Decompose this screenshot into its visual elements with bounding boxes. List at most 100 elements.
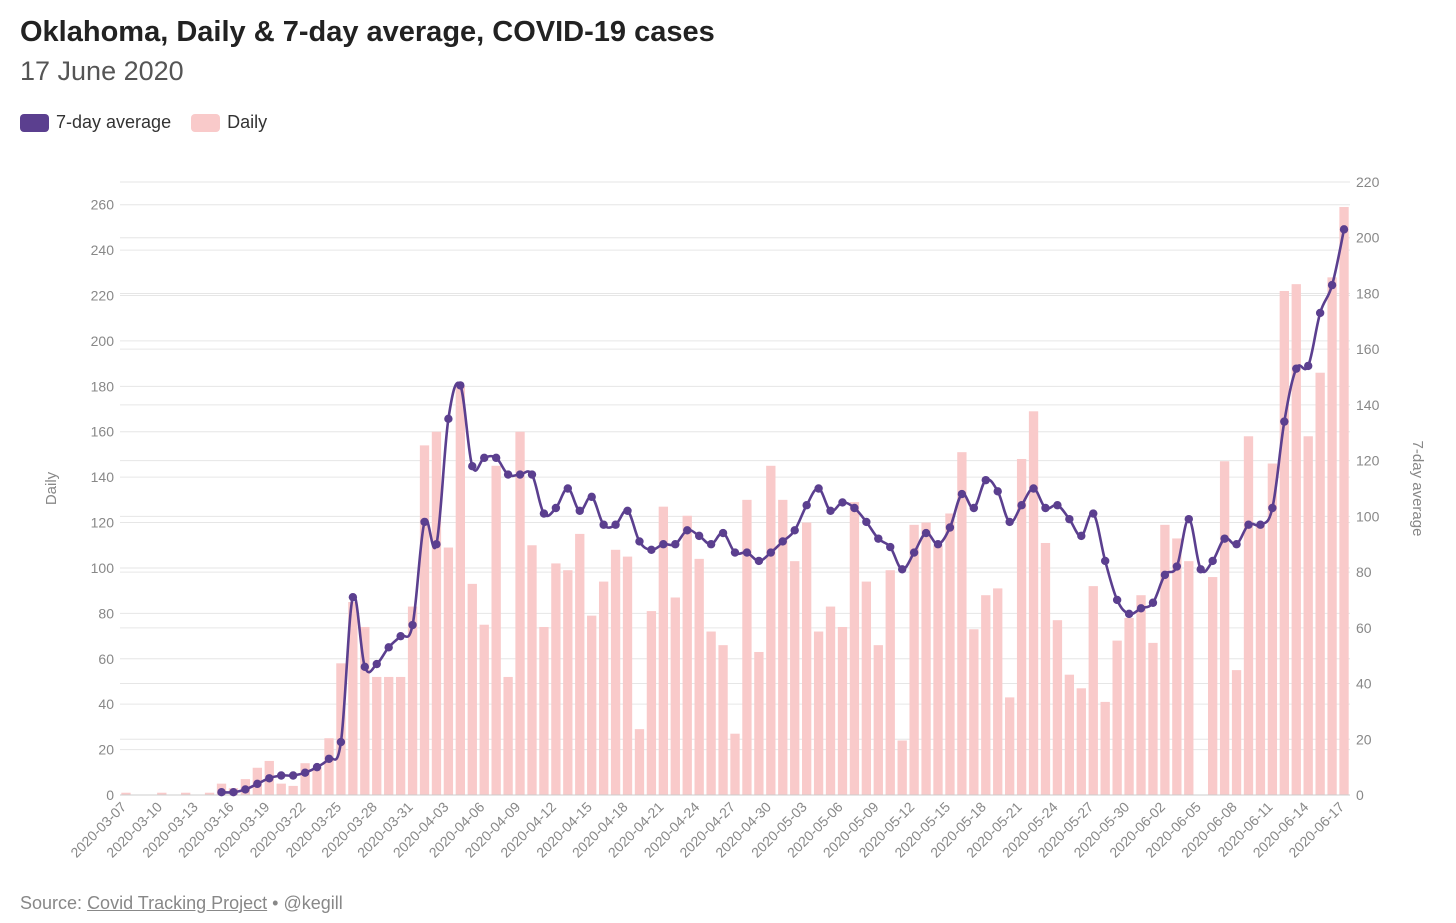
point-7day-average — [1339, 225, 1349, 234]
bar — [1124, 617, 1134, 795]
legend-item-daily[interactable]: Daily — [191, 112, 267, 133]
bar — [646, 611, 657, 795]
bar — [312, 767, 322, 795]
point-7day-average — [1029, 484, 1038, 493]
bar — [467, 583, 477, 795]
point-7day-average — [826, 506, 835, 515]
point-7day-average — [468, 462, 477, 471]
point-7day-average — [241, 785, 250, 794]
point-7day-average — [1244, 520, 1253, 529]
bar — [1028, 411, 1039, 795]
bar — [431, 431, 442, 795]
bar — [694, 558, 704, 795]
bar — [157, 792, 167, 795]
point-7day-average — [897, 565, 907, 574]
legend-item-7day[interactable]: 7-day average — [20, 112, 171, 133]
footer-credit: @kegill — [283, 893, 343, 913]
point-7day-average — [229, 788, 238, 797]
bar — [1148, 642, 1158, 795]
bar — [1136, 595, 1146, 795]
bar — [790, 561, 800, 795]
bar — [1052, 620, 1063, 795]
point-7day-average — [1148, 598, 1158, 607]
point-7day-average — [683, 526, 692, 535]
point-7day-average — [635, 537, 644, 546]
point-7day-average — [778, 537, 787, 546]
point-7day-average — [444, 414, 453, 424]
y-tick-label-right: 40 — [1356, 676, 1372, 692]
bar — [300, 763, 310, 795]
bar — [539, 626, 549, 795]
y-tick-label-right: 0 — [1356, 787, 1364, 803]
point-7day-average — [575, 506, 584, 515]
point-7day-average — [718, 528, 728, 538]
bar — [634, 729, 645, 795]
bar — [957, 452, 967, 795]
bar — [813, 631, 824, 795]
point-7day-average — [1053, 501, 1062, 510]
point-7day-average — [432, 540, 441, 549]
bar — [1291, 284, 1301, 795]
source-link[interactable]: Covid Tracking Project — [87, 893, 268, 913]
bar — [1112, 640, 1122, 795]
legend-label-7day: 7-day average — [56, 112, 172, 132]
bar — [1231, 670, 1242, 795]
bar — [121, 792, 131, 795]
y-tick-label-left: 40 — [98, 696, 114, 712]
point-7day-average — [1172, 562, 1182, 571]
bar — [407, 606, 418, 795]
bar — [1243, 436, 1254, 795]
point-7day-average — [563, 484, 573, 493]
bar — [587, 615, 597, 795]
point-7day-average — [1005, 517, 1014, 527]
point-7day-average — [312, 762, 322, 772]
y-tick-label-left: 180 — [91, 378, 115, 394]
point-7day-average — [730, 548, 740, 557]
bar — [443, 547, 454, 795]
point-7day-average — [647, 545, 656, 554]
point-7day-average — [599, 520, 608, 529]
point-7day-average — [253, 779, 262, 789]
bar — [1208, 577, 1218, 795]
bar — [981, 595, 991, 795]
chart-title: Oklahoma, Daily & 7-day average, COVID-1… — [20, 16, 715, 48]
point-7day-average — [491, 453, 501, 463]
y-tick-label-left: 260 — [91, 197, 115, 213]
point-7day-average — [515, 470, 525, 479]
bar — [598, 581, 609, 795]
legend-swatch-7day — [20, 113, 49, 132]
bar — [575, 533, 585, 795]
point-7day-average — [1256, 520, 1265, 529]
bar — [993, 588, 1003, 795]
y-tick-label-left: 160 — [91, 424, 115, 440]
bar — [1279, 290, 1289, 795]
point-7day-average — [933, 540, 943, 549]
bar — [181, 792, 191, 795]
bar — [801, 522, 812, 795]
bar — [730, 733, 740, 795]
bar — [324, 738, 334, 795]
bar — [419, 445, 430, 795]
bar — [921, 522, 931, 795]
bar — [455, 386, 465, 795]
footer-separator: • — [272, 893, 279, 913]
bar — [1100, 701, 1110, 795]
point-7day-average — [802, 501, 811, 510]
bar — [766, 465, 776, 795]
legend-swatch-daily — [191, 113, 221, 132]
bar — [1315, 372, 1325, 795]
point-7day-average — [384, 643, 393, 652]
point-7day-average — [1208, 556, 1217, 566]
bar — [1303, 436, 1313, 795]
y-tick-label-right: 200 — [1356, 230, 1380, 246]
point-7day-average — [480, 453, 489, 463]
bar — [527, 545, 537, 795]
point-7day-average — [539, 509, 549, 518]
point-7day-average — [1304, 361, 1313, 371]
point-7day-average — [277, 771, 286, 780]
bar — [885, 570, 895, 795]
bar — [682, 515, 692, 795]
point-7day-average — [766, 548, 776, 557]
point-7day-average — [694, 531, 704, 541]
point-7day-average — [551, 503, 561, 513]
